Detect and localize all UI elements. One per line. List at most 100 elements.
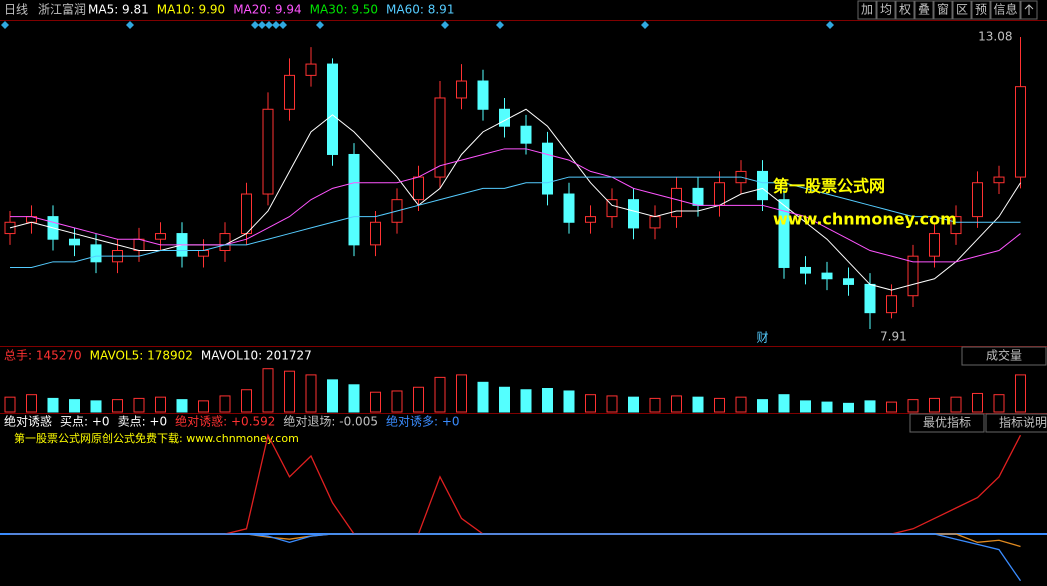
candle-body <box>348 153 360 246</box>
watermark: 第一股票公式网 <box>773 177 885 196</box>
toolbar-button-label[interactable]: 加 <box>861 3 873 17</box>
candle-body <box>413 176 424 201</box>
volume-bar <box>886 401 897 413</box>
signal-diamond <box>826 21 834 29</box>
panel-button-label[interactable]: 最优指标 <box>923 415 971 430</box>
candle-body <box>843 278 854 285</box>
toolbar-button[interactable] <box>971 0 991 20</box>
panel-button[interactable] <box>961 346 1047 366</box>
finance-marker: 财 <box>756 331 768 345</box>
volume-bar <box>69 399 80 413</box>
panel-button[interactable] <box>985 413 1047 433</box>
volume-bar <box>843 402 854 413</box>
header-item: 绝对诱惑 <box>4 414 52 429</box>
candle-body <box>628 199 639 229</box>
candle-body <box>456 80 467 99</box>
watermark: www.chnmoney.com <box>773 210 957 229</box>
toolbar-button-label[interactable]: 均 <box>880 3 892 17</box>
toolbar-button-label[interactable]: 区 <box>956 3 968 17</box>
candle-body <box>757 170 768 201</box>
header-item: 绝对诱多: +0 <box>386 414 460 429</box>
candle-body <box>327 63 338 155</box>
candle-body <box>692 187 704 206</box>
stock-name: 浙江富润 <box>38 2 86 17</box>
candle-body <box>886 295 897 314</box>
volume-bar <box>219 395 231 413</box>
toolbar-button-label[interactable]: 信息 <box>993 2 1017 17</box>
volume-bar <box>929 397 940 413</box>
candle-body <box>434 97 446 178</box>
candle-body <box>929 233 940 257</box>
candle-body <box>262 108 274 195</box>
volume-bar <box>391 390 403 413</box>
ma-line <box>10 148 1021 263</box>
volume-bar <box>348 384 360 413</box>
volume-bar <box>262 368 274 413</box>
candle-body <box>370 221 381 246</box>
volume-bar <box>198 400 209 413</box>
panel-button[interactable] <box>909 413 985 433</box>
candle-body <box>198 250 209 257</box>
toolbar-button[interactable] <box>895 0 915 20</box>
toolbar-button-label[interactable]: 叠 <box>918 3 930 17</box>
header-item: 卖点: +0 <box>118 415 168 429</box>
header-item: MA10: 9.90 <box>157 3 225 17</box>
volume-bar <box>112 399 123 413</box>
toolbar-button[interactable] <box>933 0 953 20</box>
signal-diamond <box>496 21 504 29</box>
period: 日线 <box>4 3 28 17</box>
volume-bar <box>155 396 166 413</box>
ma-line <box>10 176 1021 268</box>
signal-diamond <box>272 21 280 29</box>
volume-bar <box>692 396 704 413</box>
volume-bar <box>305 374 317 413</box>
candle-body <box>907 255 919 297</box>
volume-bar <box>327 379 338 413</box>
signal-diamond <box>641 21 649 29</box>
volume-bar <box>284 370 295 413</box>
candle-body <box>993 176 1005 184</box>
header-item: MA60: 8.91 <box>386 3 454 17</box>
candle-body <box>284 74 295 110</box>
toolbar-button[interactable] <box>876 0 896 20</box>
toolbar-button-label[interactable]: 预 <box>975 3 987 17</box>
volume-bar <box>628 396 639 413</box>
panel-button-label[interactable]: 成交量 <box>986 348 1022 363</box>
candle-body <box>778 199 790 268</box>
volume-bar <box>563 390 575 413</box>
signal-diamond <box>265 21 273 29</box>
candle-body <box>800 266 811 274</box>
signal-diamond <box>258 21 266 29</box>
volume-bar <box>993 394 1005 413</box>
candle-body <box>1015 86 1026 178</box>
toolbar-button[interactable] <box>914 0 934 20</box>
candle-body <box>477 80 489 110</box>
header-item: 绝对退场: -0.005 <box>283 414 378 429</box>
toolbar-button[interactable] <box>952 0 972 20</box>
toolbar-button[interactable] <box>857 0 877 20</box>
header-item: MA5: 9.81 <box>88 3 149 17</box>
header-item: 总手: 145270 <box>4 349 82 363</box>
panel-button-label[interactable]: 指标说明 <box>999 415 1047 430</box>
volume-bar <box>585 394 596 413</box>
volume-bar <box>413 386 424 413</box>
candle-body <box>821 272 833 280</box>
candle-body <box>133 238 145 252</box>
volume-bar <box>456 374 467 413</box>
toolbar-button-label[interactable]: 权 <box>899 3 911 17</box>
volume-bar <box>370 391 381 413</box>
signal-diamond <box>251 21 259 29</box>
volume-bar <box>434 376 446 413</box>
volume-bar <box>1015 374 1026 413</box>
candle-body <box>155 233 166 240</box>
volume-bar <box>778 394 790 413</box>
volume-bar <box>241 389 252 413</box>
candle-body <box>69 238 80 246</box>
candle-body <box>671 187 682 218</box>
volume-bar <box>477 381 489 413</box>
volume-bar <box>714 397 725 413</box>
toolbar-button-label[interactable]: 窗 <box>937 3 949 17</box>
header-item: 绝对诱惑: +0.592 <box>175 414 275 429</box>
toolbar-button[interactable] <box>990 0 1021 20</box>
